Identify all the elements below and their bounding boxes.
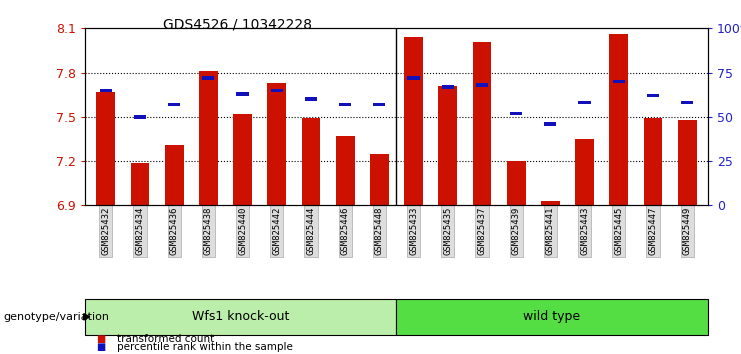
Text: ■: ■ (96, 342, 105, 352)
Bar (336, 136, 354, 205)
Text: Wfs1 knock-out: Wfs1 knock-out (192, 310, 290, 323)
Bar (408, 76, 419, 80)
Bar (473, 42, 491, 205)
Text: transformed count: transformed count (117, 334, 214, 344)
Text: wild type: wild type (523, 310, 581, 323)
Bar (130, 162, 150, 205)
Bar (613, 80, 625, 83)
Text: GDS4526 / 10342228: GDS4526 / 10342228 (163, 18, 312, 32)
Text: genotype/variation: genotype/variation (4, 312, 110, 322)
Bar (647, 94, 659, 97)
Bar (96, 92, 115, 205)
Bar (544, 122, 556, 126)
Bar (233, 114, 252, 205)
Bar (165, 145, 184, 205)
Text: percentile rank within the sample: percentile rank within the sample (117, 342, 293, 352)
Bar (507, 161, 525, 205)
Bar (305, 97, 317, 101)
Bar (678, 120, 697, 205)
Bar (370, 154, 389, 205)
Bar (404, 37, 423, 205)
Bar (575, 139, 594, 205)
Bar (373, 103, 385, 106)
Bar (236, 92, 249, 96)
Bar (202, 76, 214, 80)
Bar (541, 201, 559, 205)
Bar (476, 83, 488, 87)
Bar (199, 71, 218, 205)
Bar (579, 101, 591, 104)
Bar (681, 101, 694, 104)
Bar (439, 86, 457, 205)
Bar (609, 34, 628, 205)
Text: ■: ■ (96, 334, 105, 344)
Bar (442, 85, 454, 88)
Bar (99, 88, 112, 92)
Bar (510, 112, 522, 115)
Bar (302, 118, 320, 205)
Bar (643, 118, 662, 205)
Bar (134, 115, 146, 119)
Bar (268, 83, 286, 205)
Bar (168, 103, 180, 106)
Bar (339, 103, 351, 106)
Bar (270, 88, 283, 92)
